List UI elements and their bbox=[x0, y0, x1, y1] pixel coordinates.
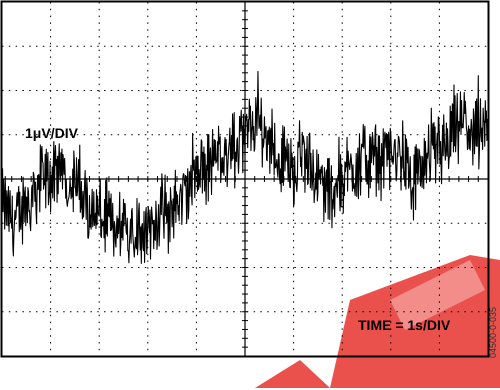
plot-frame bbox=[0, 0, 490, 358]
noise-trace bbox=[1, 70, 489, 264]
time-scale-label: TIME = 1s/DIV bbox=[358, 317, 451, 333]
figure-code: 04500-0-035 bbox=[488, 307, 498, 358]
watermark-stamp bbox=[255, 255, 500, 388]
vertical-scale-label: 1μV/DIV bbox=[25, 125, 79, 141]
